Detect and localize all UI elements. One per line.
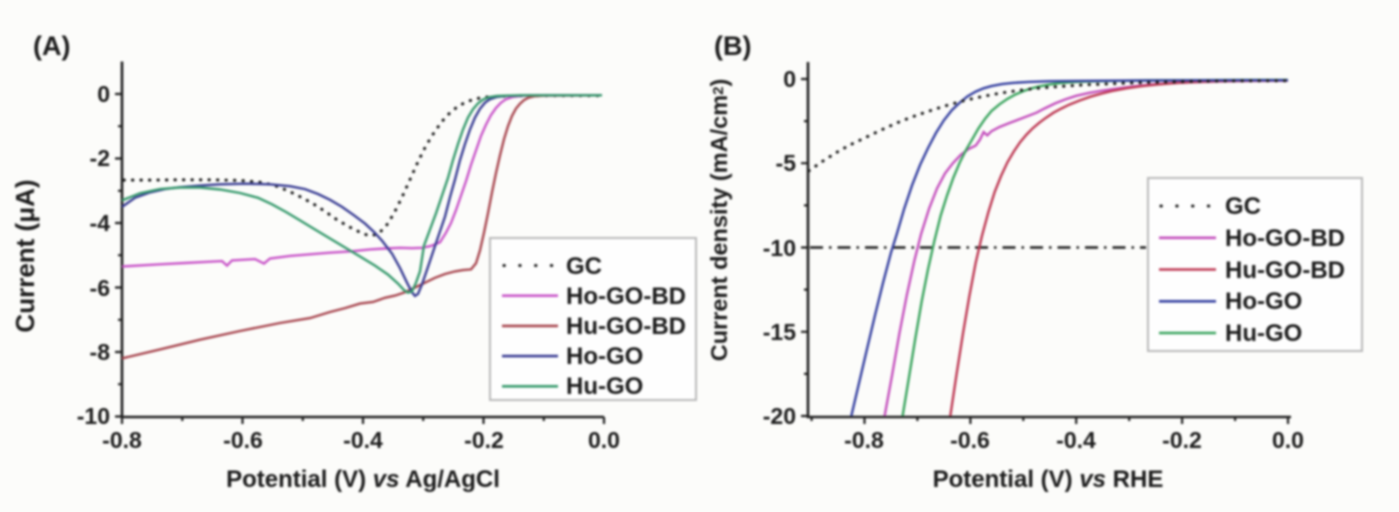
svg-text:Hu-GO-BD: Hu-GO-BD <box>566 313 686 340</box>
svg-text:-0.6: -0.6 <box>223 427 263 453</box>
svg-text:0: 0 <box>783 66 796 92</box>
svg-text:-8: -8 <box>90 339 111 365</box>
svg-text:-0.2: -0.2 <box>1162 427 1202 453</box>
svg-text:Ho-GO: Ho-GO <box>1225 288 1302 315</box>
svg-text:-15: -15 <box>763 319 796 345</box>
svg-text:-5: -5 <box>776 150 797 176</box>
svg-text:Ho-GO: Ho-GO <box>566 343 643 370</box>
svg-text:-10: -10 <box>763 235 796 261</box>
svg-text:-0.6: -0.6 <box>950 427 990 453</box>
svg-text:0.0: 0.0 <box>588 427 620 453</box>
svg-text:Ho-GO-BD: Ho-GO-BD <box>1225 225 1345 252</box>
svg-text:Current (μA): Current (μA) <box>10 179 40 332</box>
svg-text:-2: -2 <box>90 145 110 171</box>
svg-text:Ho-GO-BD: Ho-GO-BD <box>566 283 686 310</box>
svg-text:-0.4: -0.4 <box>343 427 383 453</box>
svg-text:-0.8: -0.8 <box>102 427 142 453</box>
svg-text:-0.2: -0.2 <box>464 427 504 453</box>
svg-text:(A): (A) <box>33 31 70 61</box>
svg-text:Potential (V) vs RHE: Potential (V) vs RHE <box>933 466 1164 493</box>
svg-text:GC: GC <box>566 253 602 280</box>
svg-text:0: 0 <box>97 81 110 107</box>
svg-text:-0.8: -0.8 <box>844 427 884 453</box>
svg-text:Current density (mA/cm2): Current density (mA/cm2) <box>706 79 732 362</box>
svg-text:-0.4: -0.4 <box>1056 427 1096 453</box>
svg-text:GC: GC <box>1225 193 1261 220</box>
svg-text:Hu-GO: Hu-GO <box>566 373 643 400</box>
svg-text:-4: -4 <box>90 210 111 236</box>
svg-text:Hu-GO: Hu-GO <box>1225 320 1302 347</box>
svg-text:-6: -6 <box>90 275 110 301</box>
svg-text:(B): (B) <box>714 31 751 61</box>
svg-text:0.0: 0.0 <box>1272 427 1304 453</box>
svg-text:-20: -20 <box>763 403 796 429</box>
svg-text:Potential (V) vs Ag/AgCl: Potential (V) vs Ag/AgCl <box>226 466 500 493</box>
svg-text:Hu-GO-BD: Hu-GO-BD <box>1225 257 1345 284</box>
svg-text:-10: -10 <box>77 403 110 429</box>
